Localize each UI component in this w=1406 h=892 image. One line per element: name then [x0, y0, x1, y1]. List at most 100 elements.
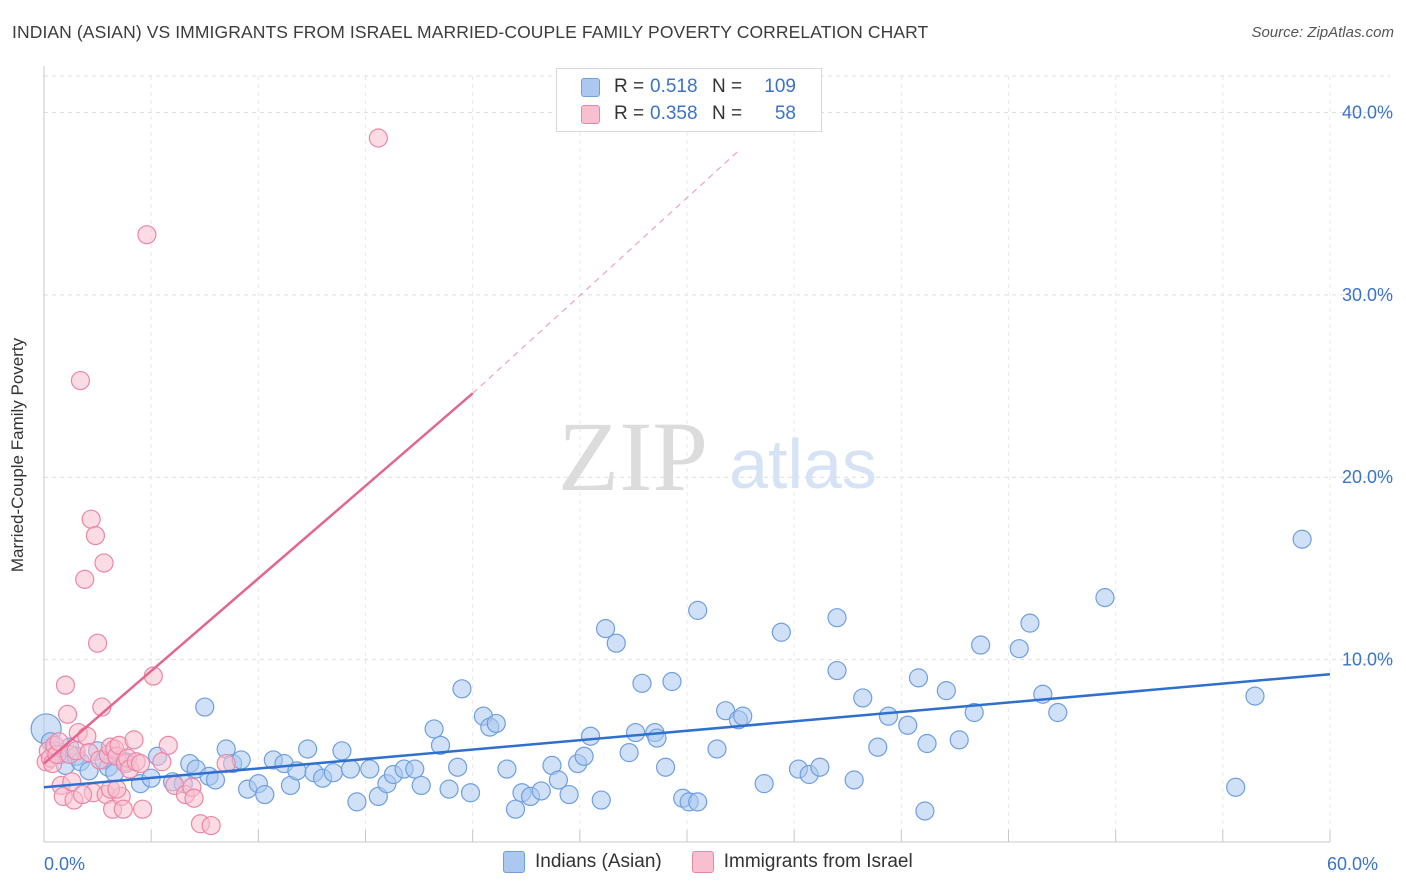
data-point: [439, 779, 459, 799]
data-point: [964, 702, 984, 723]
data-point: [430, 735, 451, 755]
n-value: 109: [764, 76, 796, 97]
data-point: [405, 759, 425, 779]
data-point: [77, 726, 97, 746]
data-point: [184, 788, 204, 808]
x-tick-label: 60.0%: [1327, 854, 1378, 874]
data-point: [853, 688, 873, 708]
watermark-atlas: atlas: [729, 425, 877, 503]
data-point: [707, 739, 727, 759]
legend-item-israel[interactable]: Immigrants from Israel: [691, 851, 913, 873]
series-israel: [36, 128, 388, 836]
r-value: 0.518: [650, 76, 698, 97]
y-tick-label: 40.0%: [1342, 102, 1393, 122]
data-point: [1292, 529, 1312, 549]
data-point: [606, 633, 626, 653]
data-point: [688, 600, 708, 620]
legend-swatch: [691, 851, 714, 873]
legend-item-indians[interactable]: Indians (Asian): [503, 851, 662, 873]
data-point: [497, 759, 517, 779]
data-point: [360, 759, 380, 779]
data-point: [424, 719, 444, 739]
data-point: [868, 737, 888, 757]
tick-labels: 10.0% 20.0% 30.0% 40.0% 0.0% 60.0%: [44, 102, 1393, 874]
y-axis-label: Married-Couple Family Poverty: [8, 337, 27, 573]
data-point: [1020, 613, 1040, 633]
legend-swatch: [503, 851, 525, 873]
data-point: [411, 775, 431, 796]
data-point: [81, 509, 101, 529]
y-tick-label: 10.0%: [1342, 650, 1393, 670]
axes: [43, 66, 1331, 843]
data-point: [662, 671, 682, 692]
data-point: [595, 619, 616, 639]
data-point: [132, 799, 153, 819]
y-tick-label: 20.0%: [1342, 467, 1393, 487]
trend-line: [43, 392, 474, 765]
trend-line: [43, 672, 1331, 789]
data-point: [216, 753, 236, 774]
data-point: [580, 726, 601, 746]
series-legend: Indians (Asian) Immigrants from Israel: [503, 851, 943, 873]
series-indians: [30, 529, 1312, 821]
n-value: 58: [774, 103, 796, 124]
data-point: [448, 757, 468, 777]
data-point: [94, 553, 114, 573]
x-tick-label: 0.0%: [44, 854, 85, 874]
data-point: [844, 770, 864, 790]
data-point: [113, 799, 133, 819]
watermark-zip: ZIP: [558, 401, 708, 512]
trend-line-extension: [472, 148, 741, 394]
watermark: ZIP atlas: [558, 401, 877, 512]
data-point: [688, 792, 708, 812]
data-point: [771, 622, 791, 642]
source-label: Source: ZipAtlas.com: [1251, 24, 1394, 41]
data-point: [971, 635, 991, 655]
data-point: [898, 715, 918, 735]
data-point: [70, 370, 91, 391]
data-point: [57, 704, 78, 724]
data-point: [915, 801, 935, 821]
legend-label: Indians (Asian): [535, 851, 662, 872]
data-point: [1048, 702, 1068, 723]
data-point: [505, 799, 526, 819]
legend-label: Immigrants from Israel: [723, 851, 913, 872]
data-point: [754, 774, 774, 794]
data-point: [936, 681, 956, 701]
data-point: [55, 675, 76, 695]
data-point: [347, 792, 367, 812]
data-point: [531, 781, 551, 801]
data-point: [107, 779, 127, 799]
legend-swatch-israel: [581, 104, 600, 124]
data-point: [1226, 777, 1246, 797]
r-label: R =: [614, 76, 645, 97]
y-tick-label: 30.0%: [1342, 285, 1393, 305]
data-point: [332, 741, 352, 761]
data-point: [619, 743, 639, 763]
data-point: [574, 746, 594, 766]
data-point: [72, 784, 93, 805]
data-point: [1095, 588, 1115, 608]
data-point: [1245, 686, 1265, 706]
data-point: [632, 673, 652, 693]
data-point: [827, 608, 847, 628]
n-label: N =: [712, 76, 743, 97]
stats-legend: R = 0.518 N = 109 R = 0.358 N = 58: [556, 68, 822, 132]
chart-title: INDIAN (ASIAN) VS IMMIGRANTS FROM ISRAEL…: [12, 22, 929, 42]
data-point: [130, 753, 151, 774]
data-point: [559, 784, 579, 805]
data-point: [452, 679, 472, 699]
data-point: [1009, 639, 1029, 659]
data-point: [810, 757, 830, 777]
data-point: [255, 784, 275, 805]
data-point: [75, 569, 95, 589]
stats-legend-row-indians: R = 0.518 N = 109: [581, 75, 796, 99]
data-point: [548, 770, 569, 790]
r-value: 0.358: [650, 103, 698, 124]
data-point: [878, 706, 899, 726]
data-point: [137, 225, 157, 245]
data-point: [85, 525, 106, 546]
data-point: [625, 722, 646, 743]
data-point: [87, 633, 108, 653]
